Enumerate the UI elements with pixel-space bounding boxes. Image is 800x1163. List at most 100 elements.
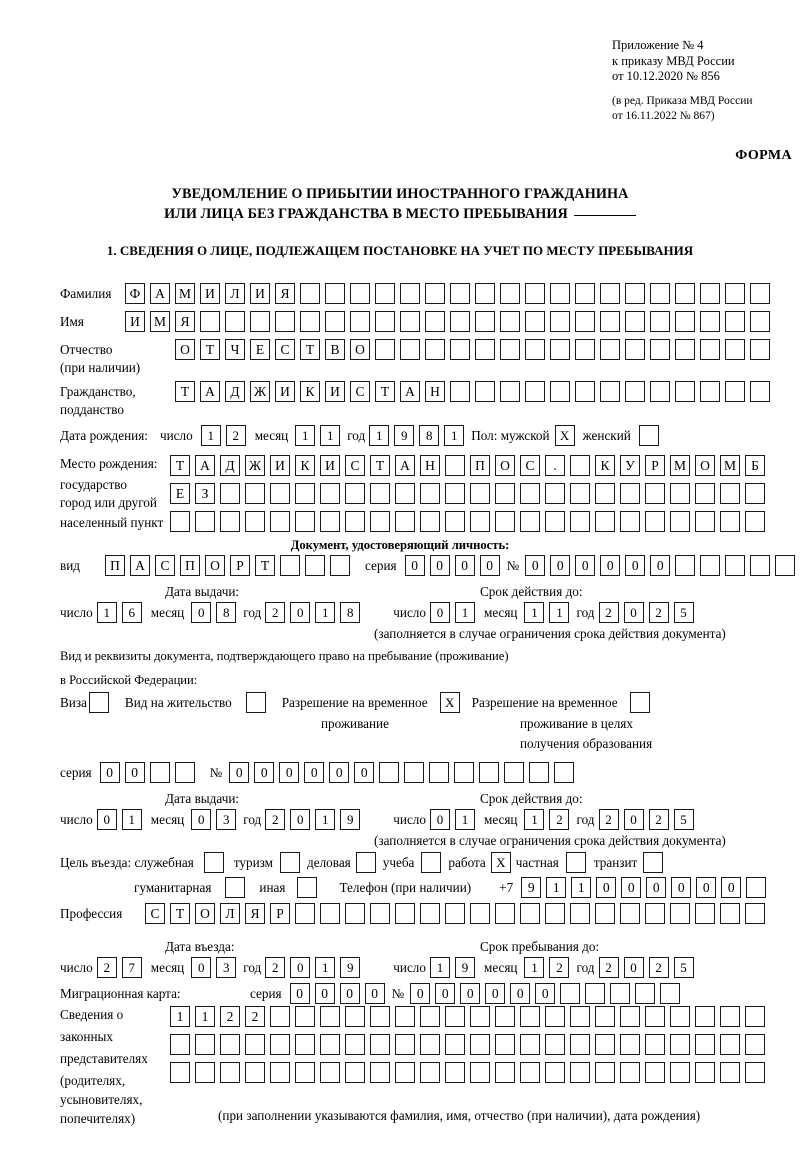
char-cell[interactable]: О [205, 555, 225, 576]
digit-cell[interactable]: 1 [524, 957, 545, 978]
char-cell[interactable] [620, 903, 640, 924]
char-cell[interactable]: И [275, 381, 295, 402]
char-cell[interactable] [670, 1062, 690, 1083]
char-cell[interactable] [745, 483, 765, 504]
char-cell[interactable] [475, 339, 495, 360]
char-cell[interactable] [470, 1062, 490, 1083]
char-cell[interactable] [600, 339, 620, 360]
char-cell[interactable] [370, 1006, 390, 1027]
char-cell[interactable]: С [145, 903, 165, 924]
char-cell[interactable]: 0 [525, 555, 546, 576]
digit-cell[interactable]: 0 [623, 809, 644, 830]
char-cell[interactable]: 0 [575, 555, 596, 576]
char-cell[interactable]: 0 [329, 762, 350, 783]
char-cell[interactable] [475, 283, 495, 304]
char-cell[interactable] [745, 903, 765, 924]
char-cell[interactable]: 0 [596, 877, 617, 898]
char-cell[interactable] [445, 455, 465, 476]
char-cell[interactable] [495, 483, 515, 504]
char-cell[interactable]: И [125, 311, 145, 332]
char-cell[interactable]: М [720, 455, 740, 476]
char-cell[interactable] [660, 983, 681, 1004]
digit-cell[interactable]: 1 [444, 425, 465, 446]
char-cell[interactable] [575, 339, 595, 360]
char-cell[interactable] [675, 283, 695, 304]
char-cell[interactable]: П [470, 455, 490, 476]
char-cell[interactable]: Т [370, 455, 390, 476]
char-cell[interactable]: 0 [479, 555, 500, 576]
digit-cell[interactable]: 1 [429, 957, 450, 978]
char-cell[interactable] [595, 1006, 615, 1027]
char-cell[interactable] [345, 511, 365, 532]
digit-cell[interactable]: 9 [340, 957, 361, 978]
digit-cell[interactable]: 2 [265, 957, 286, 978]
char-cell[interactable] [195, 1034, 215, 1055]
char-cell[interactable]: 0 [650, 555, 671, 576]
char-cell[interactable] [345, 1006, 365, 1027]
char-cell[interactable] [295, 1034, 315, 1055]
digit-cell[interactable]: 0 [191, 809, 212, 830]
char-cell[interactable] [600, 311, 620, 332]
digit-cell[interactable]: 2 [96, 957, 117, 978]
temp-residence-checkbox[interactable]: X [439, 692, 460, 713]
char-cell[interactable] [420, 1034, 440, 1055]
char-cell[interactable]: А [200, 381, 220, 402]
char-cell[interactable] [500, 381, 520, 402]
char-cell[interactable] [675, 339, 695, 360]
char-cell[interactable] [695, 1034, 715, 1055]
char-cell[interactable]: П [180, 555, 200, 576]
char-cell[interactable] [700, 555, 721, 576]
purpose-work-checkbox[interactable]: X [490, 852, 511, 873]
char-cell[interactable] [600, 381, 620, 402]
char-cell[interactable] [370, 1062, 390, 1083]
char-cell[interactable] [420, 903, 440, 924]
char-cell[interactable] [720, 1006, 740, 1027]
char-cell[interactable] [295, 511, 315, 532]
representatives-input-row-3[interactable] [170, 1062, 770, 1083]
char-cell[interactable] [330, 555, 350, 576]
char-cell[interactable]: 0 [646, 877, 667, 898]
digit-cell[interactable]: 2 [598, 957, 619, 978]
char-cell[interactable] [525, 339, 545, 360]
char-cell[interactable]: И [270, 455, 290, 476]
char-cell[interactable]: 0 [99, 762, 120, 783]
char-cell[interactable] [620, 1006, 640, 1027]
char-cell[interactable]: 0 [254, 762, 275, 783]
digit-cell[interactable]: 0 [290, 809, 311, 830]
char-cell[interactable] [475, 311, 495, 332]
char-cell[interactable]: О [350, 339, 370, 360]
char-cell[interactable] [595, 1034, 615, 1055]
char-cell[interactable] [225, 311, 245, 332]
purpose-humanitarian-checkbox[interactable] [225, 877, 246, 898]
char-cell[interactable] [174, 762, 195, 783]
char-cell[interactable] [745, 1034, 765, 1055]
char-cell[interactable]: Ч [225, 339, 245, 360]
char-cell[interactable]: Ж [250, 381, 270, 402]
char-cell[interactable]: 0 [364, 983, 385, 1004]
char-cell[interactable]: Б [745, 455, 765, 476]
char-cell[interactable] [625, 339, 645, 360]
char-cell[interactable] [420, 1006, 440, 1027]
char-cell[interactable] [635, 983, 656, 1004]
char-cell[interactable]: К [595, 455, 615, 476]
char-cell[interactable] [725, 381, 745, 402]
char-cell[interactable] [620, 1062, 640, 1083]
char-cell[interactable] [220, 511, 240, 532]
char-cell[interactable] [745, 1062, 765, 1083]
digit-cell[interactable]: 2 [549, 809, 570, 830]
char-cell[interactable] [650, 283, 670, 304]
char-cell[interactable] [670, 1034, 690, 1055]
char-cell[interactable] [170, 511, 190, 532]
char-cell[interactable] [495, 1034, 515, 1055]
digit-cell[interactable]: 1 [549, 602, 570, 623]
char-cell[interactable] [595, 511, 615, 532]
char-cell[interactable] [570, 1034, 590, 1055]
